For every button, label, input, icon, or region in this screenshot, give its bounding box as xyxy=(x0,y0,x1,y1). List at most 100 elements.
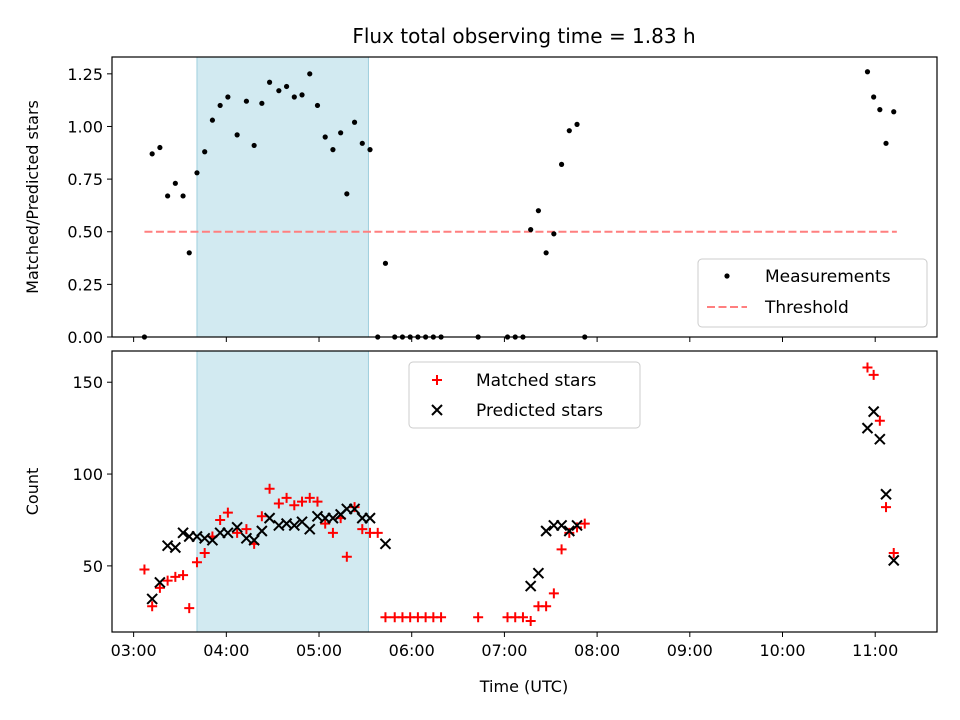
measurement-point xyxy=(172,180,178,186)
measurement-point xyxy=(202,149,208,155)
x-tick-label: 07:00 xyxy=(481,641,527,660)
predicted-star-point xyxy=(248,534,260,546)
legend-matched-marker xyxy=(432,375,442,385)
series-predicted-stars xyxy=(146,405,900,605)
matched-star-point xyxy=(862,362,873,373)
matched-star-point xyxy=(281,492,292,503)
matched-star-point xyxy=(874,415,885,426)
measurement-point xyxy=(299,92,305,98)
series-measurements xyxy=(141,69,897,340)
matched-star-point xyxy=(191,557,202,568)
matched-star-point xyxy=(349,502,360,513)
predicted-star-point xyxy=(222,527,234,539)
matched-star-point xyxy=(273,498,284,509)
legend-box xyxy=(697,258,928,328)
series-matched-stars xyxy=(139,362,899,626)
y-axis-label: Count xyxy=(23,468,42,516)
matched-star-point xyxy=(380,612,391,623)
matched-star-point xyxy=(162,575,173,586)
legend-box xyxy=(408,361,641,429)
x-tick-label: 09:00 xyxy=(667,641,713,660)
matched-star-point xyxy=(881,502,892,513)
measurement-point xyxy=(283,83,290,90)
measurement-point xyxy=(338,130,344,136)
matched-star-point xyxy=(170,571,181,582)
matched-star-point xyxy=(199,548,210,559)
legend-label-matched: Matched stars xyxy=(476,371,596,391)
measurement-point xyxy=(558,161,565,167)
matched-star-point xyxy=(868,369,879,380)
y-tick-label: 100 xyxy=(72,465,103,484)
matched-star-point xyxy=(327,527,338,538)
y-tick-label: 50 xyxy=(83,557,103,576)
measurement-point xyxy=(314,102,321,109)
measurement-point xyxy=(259,100,265,106)
predicted-star-point xyxy=(532,567,545,579)
x-tick-label: 08:00 xyxy=(574,641,620,660)
measurement-point xyxy=(234,132,240,138)
measurement-point xyxy=(291,94,297,100)
predicted-star-point xyxy=(379,538,392,550)
predicted-star-point xyxy=(263,512,276,524)
matched-star-point xyxy=(256,511,267,522)
matched-star-point xyxy=(525,615,536,626)
predicted-star-point xyxy=(304,523,316,535)
measurement-point xyxy=(276,88,282,94)
matched-star-point xyxy=(556,544,567,555)
top-panel: 0.00 0.25 0.50 0.75 1.00 1.25 Matched/Predicte… xyxy=(23,56,938,347)
y-tick-label: 1.25 xyxy=(67,65,103,84)
legend-predicted-marker xyxy=(431,404,443,416)
measurement-point xyxy=(359,140,365,146)
x-tick-label: 04:00 xyxy=(203,641,249,660)
measurement-point xyxy=(149,151,155,157)
matched-star-point xyxy=(541,601,552,612)
matched-star-point xyxy=(154,582,165,593)
measurement-point xyxy=(871,94,877,100)
predicted-star-point xyxy=(563,525,576,537)
predicted-star-point xyxy=(867,405,880,418)
measurement-point xyxy=(367,147,373,153)
y-tick-label: 0.50 xyxy=(67,223,103,242)
measurement-point xyxy=(194,170,200,176)
predicted-star-point xyxy=(571,519,583,532)
matched-star-point xyxy=(215,514,226,525)
matched-star-point xyxy=(548,588,559,599)
measurement-point xyxy=(266,79,273,85)
matched-star-point xyxy=(241,524,252,535)
x-tick-label: 11:00 xyxy=(852,641,898,660)
measurement-point xyxy=(891,109,897,115)
predicted-star-point xyxy=(861,422,874,434)
measurement-point xyxy=(883,140,889,146)
legend-label-predicted: Predicted stars xyxy=(476,401,603,421)
measurement-point xyxy=(344,191,350,197)
legend: Matched stars Predicted stars xyxy=(408,361,641,429)
matched-star-point xyxy=(184,603,195,614)
matched-star-point xyxy=(289,500,300,511)
predicted-star-point xyxy=(880,488,892,500)
matched-star-point xyxy=(178,570,189,581)
x-tick-label: 06:00 xyxy=(389,641,435,660)
matched-star-point xyxy=(888,548,899,559)
matched-star-point xyxy=(222,507,233,518)
x-tick-label: 03:00 xyxy=(111,641,157,660)
measurement-point xyxy=(864,69,871,75)
matched-star-point xyxy=(579,518,590,529)
predicted-star-point xyxy=(874,433,886,445)
x-tick-label: 05:00 xyxy=(296,641,342,660)
matched-star-point xyxy=(564,527,575,538)
matched-star-point xyxy=(436,612,447,623)
axes-frame xyxy=(111,350,938,633)
figure-title: Flux total observing time = 1.83 h xyxy=(352,24,695,48)
measurement-point xyxy=(251,142,257,149)
measurement-point xyxy=(535,208,542,214)
measurement-point xyxy=(180,193,186,199)
predicted-star-point xyxy=(288,519,301,532)
measurement-point xyxy=(877,107,883,113)
predicted-star-point xyxy=(154,576,166,589)
y-tick-label: 1.00 xyxy=(67,117,103,136)
measurement-point xyxy=(165,193,171,199)
y-tick-label: 0.25 xyxy=(67,275,103,294)
measurement-point xyxy=(330,147,336,153)
matched-star-point xyxy=(304,492,315,503)
y-tick-label: 150 xyxy=(72,373,103,392)
